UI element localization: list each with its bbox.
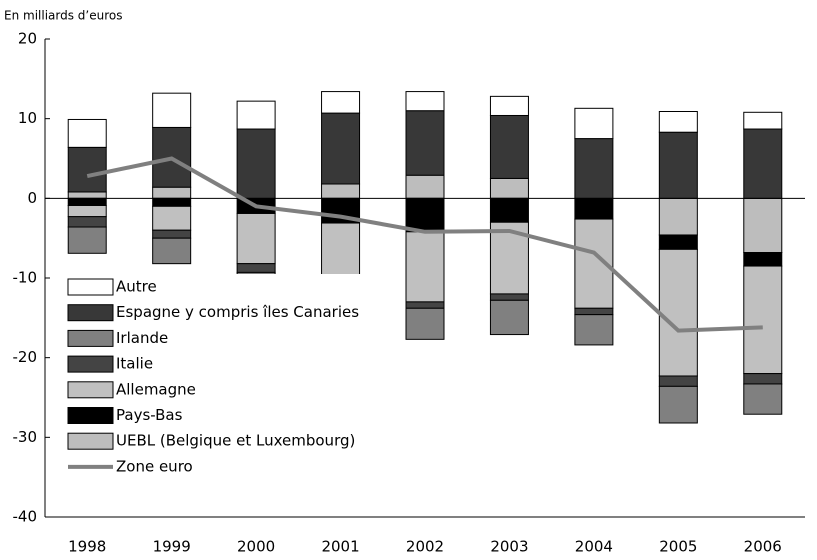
bar-segment bbox=[236, 263, 276, 273]
bar-segment bbox=[405, 231, 445, 303]
line-series bbox=[86, 156, 763, 333]
bar-segment bbox=[67, 216, 107, 228]
legend-label: Pays-Bas bbox=[116, 406, 183, 424]
bar-segment bbox=[489, 95, 529, 116]
y-tick-label: -30 bbox=[13, 428, 38, 446]
legend-swatch bbox=[67, 355, 114, 373]
bar-segment bbox=[67, 146, 107, 193]
bar-segment bbox=[236, 100, 276, 130]
x-tick-label: 2001 bbox=[321, 538, 359, 556]
y-tick-label: -40 bbox=[13, 508, 38, 526]
bar-segment bbox=[658, 234, 698, 250]
bar-segment bbox=[743, 265, 783, 375]
x-tick-label: 2004 bbox=[575, 538, 613, 556]
legend-label: Zone euro bbox=[116, 457, 193, 475]
bar-segment bbox=[405, 174, 445, 199]
bar-segment bbox=[574, 107, 614, 140]
bar-segment bbox=[152, 186, 192, 199]
bar-segment bbox=[321, 112, 361, 185]
y-tick-label: -20 bbox=[13, 348, 38, 366]
y-tick-label: 10 bbox=[18, 109, 37, 127]
legend-label: Italie bbox=[116, 355, 153, 373]
legend-label: Espagne y compris îles Canaries bbox=[116, 303, 359, 321]
bar-segment bbox=[743, 111, 783, 130]
bar-segment bbox=[658, 197, 698, 236]
bar-segment bbox=[574, 197, 614, 220]
bar-segment bbox=[489, 299, 529, 336]
bar-segment bbox=[743, 128, 783, 199]
bar-segment bbox=[658, 248, 698, 377]
legend-label: Allemagne bbox=[116, 380, 196, 398]
bar-segment bbox=[321, 91, 361, 114]
bar-segment bbox=[489, 197, 529, 223]
bar-segment bbox=[658, 131, 698, 199]
bar-segment bbox=[67, 205, 107, 218]
legend-swatch bbox=[67, 304, 114, 322]
bar-segment bbox=[743, 197, 783, 254]
x-tick-label: 2000 bbox=[237, 538, 275, 556]
legend-background bbox=[60, 274, 390, 480]
bar-segment bbox=[236, 212, 276, 265]
legend-swatch bbox=[67, 329, 114, 347]
bar-segment bbox=[236, 128, 276, 199]
x-tick-label: 2003 bbox=[490, 538, 528, 556]
legend-swatch bbox=[67, 381, 114, 399]
legend-swatch bbox=[67, 432, 114, 450]
bar-segment bbox=[152, 237, 192, 265]
bar-segment bbox=[405, 301, 445, 309]
y-tick-label: -10 bbox=[13, 269, 38, 287]
x-tick-label: 1998 bbox=[68, 538, 106, 556]
bar-segment bbox=[152, 92, 192, 128]
x-tick-label: 2002 bbox=[406, 538, 444, 556]
bar-segment bbox=[321, 183, 361, 199]
bar-segment bbox=[658, 375, 698, 387]
bar-segment bbox=[405, 91, 445, 112]
legend-label: UEBL (Belgique et Luxembourg) bbox=[116, 432, 355, 450]
bar-segment bbox=[743, 373, 783, 385]
bar-segment bbox=[743, 252, 783, 267]
bar-segment bbox=[574, 314, 614, 346]
bar-segment bbox=[574, 307, 614, 316]
x-tick-label: 2006 bbox=[744, 538, 782, 556]
bar-segment bbox=[67, 118, 107, 148]
legend-swatch bbox=[67, 407, 114, 424]
bar-segment bbox=[574, 138, 614, 199]
y-axis-label: En milliards d’euros bbox=[4, 9, 122, 23]
bar-segment bbox=[489, 293, 529, 301]
bar-segment bbox=[489, 177, 529, 199]
x-tick-label: 2005 bbox=[659, 538, 697, 556]
bar-segment bbox=[67, 191, 107, 199]
bar-segment bbox=[405, 197, 445, 233]
bar-segment bbox=[658, 110, 698, 133]
legend-label: Irlande bbox=[116, 329, 168, 347]
bar-segment bbox=[743, 383, 783, 415]
y-tick-label: 0 bbox=[27, 189, 37, 207]
bar-segment bbox=[658, 385, 698, 424]
legend-swatch bbox=[67, 278, 114, 296]
bar-segment bbox=[405, 110, 445, 176]
bar-segment bbox=[67, 226, 107, 254]
legend-label: Autre bbox=[116, 278, 157, 296]
bar-segment bbox=[405, 307, 445, 340]
bar-segment bbox=[67, 197, 107, 207]
bar-segment bbox=[489, 114, 529, 179]
bar-segment bbox=[152, 205, 192, 231]
x-tick-label: 1999 bbox=[153, 538, 191, 556]
y-tick-label: 20 bbox=[18, 30, 37, 48]
bar-segment bbox=[152, 197, 192, 207]
bar-segment bbox=[152, 229, 192, 239]
